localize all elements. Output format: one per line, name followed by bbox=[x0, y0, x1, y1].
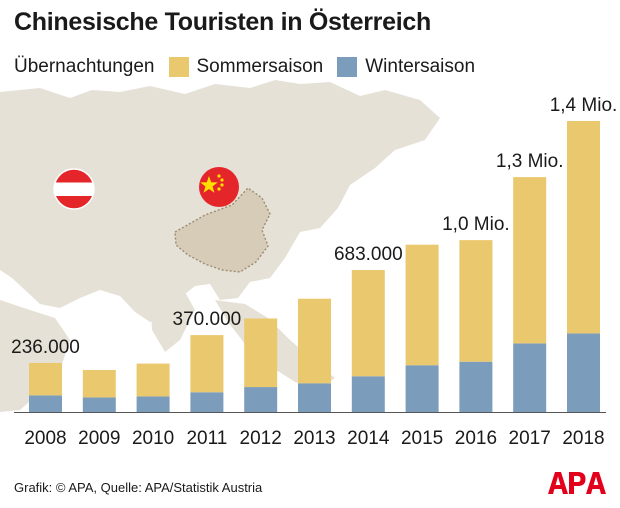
legend-label: Übernachtungen bbox=[14, 56, 155, 77]
data-label-2016: 1,0 Mio. bbox=[442, 214, 510, 235]
x-tick-label-2018: 2018 bbox=[562, 428, 604, 449]
x-tick-label-2015: 2015 bbox=[401, 428, 443, 449]
chart-title: Chinesische Touristen in Österreich bbox=[14, 8, 431, 36]
x-tick-label-2011: 2011 bbox=[186, 428, 227, 449]
bar-winter-2015 bbox=[405, 365, 439, 412]
data-labels-layer: 236.000 370.000 683.000 1,0 Mio. 1,3 Mio. 1,4… bbox=[11, 95, 617, 358]
india-landmass bbox=[150, 290, 195, 352]
bar-winter-2010 bbox=[136, 396, 170, 412]
bar-summer-2010 bbox=[136, 363, 170, 397]
china-country-outline bbox=[174, 187, 271, 273]
x-axis: 2008 2009 2010 2011 2012 2013 2014 2015 2016 2017… bbox=[14, 412, 606, 449]
bar-summer-2014 bbox=[351, 270, 385, 377]
x-tick-label-2008: 2008 bbox=[24, 428, 66, 449]
bar-winter-2018 bbox=[567, 333, 600, 412]
bar-summer-2015 bbox=[405, 244, 439, 366]
legend-winter-label: Wintersaison bbox=[365, 56, 476, 77]
legend: Übernachtungen Sommersaison Wintersaison bbox=[14, 56, 475, 78]
africa-landmass bbox=[0, 300, 70, 412]
source-footer: Grafik: © APA, Quelle: APA/Statistik Aus… bbox=[14, 480, 263, 495]
x-tick-label-2013: 2013 bbox=[293, 428, 335, 449]
bar-winter-2012 bbox=[244, 387, 278, 412]
bar-summer-2017 bbox=[513, 177, 547, 344]
bar-winter-2016 bbox=[459, 361, 493, 412]
data-label-2011: 370.000 bbox=[173, 309, 242, 330]
bar-summer-2011 bbox=[190, 335, 224, 393]
data-label-2017: 1,3 Mio. bbox=[496, 151, 564, 172]
x-tick-label-2016: 2016 bbox=[455, 428, 497, 449]
bar-summer-2012 bbox=[244, 318, 278, 388]
austria-flag-icon bbox=[53, 168, 95, 210]
x-tick-label-2009: 2009 bbox=[78, 428, 120, 449]
china-country-shape bbox=[175, 188, 270, 272]
bar-winter-2017 bbox=[513, 343, 547, 412]
bar-winter-2014 bbox=[351, 376, 385, 412]
legend-swatch-winter bbox=[337, 57, 358, 77]
bar-summer-2013 bbox=[298, 298, 331, 384]
apa-logo-mark bbox=[548, 472, 606, 494]
bars-layer bbox=[29, 121, 600, 412]
data-label-2008: 236.000 bbox=[11, 337, 80, 358]
apa-logo bbox=[548, 472, 606, 494]
bar-winter-2011 bbox=[190, 392, 224, 412]
bar-summer-2008 bbox=[29, 362, 62, 396]
legend-summer-label: Sommersaison bbox=[196, 56, 324, 77]
x-tick-label-2014: 2014 bbox=[347, 428, 390, 449]
bar-summer-2016 bbox=[459, 240, 493, 362]
china-flag-icon bbox=[199, 167, 239, 207]
bar-summer-2009 bbox=[82, 370, 116, 398]
legend-swatch-summer bbox=[168, 57, 189, 77]
x-tick-label-2010: 2010 bbox=[132, 428, 174, 449]
bar-winter-2013 bbox=[298, 383, 331, 412]
bar-winter-2009 bbox=[82, 397, 116, 412]
data-label-2018: 1,4 Mio. bbox=[550, 95, 618, 116]
data-label-2014: 683.000 bbox=[334, 244, 403, 265]
bar-winter-2008 bbox=[29, 395, 62, 412]
x-tick-label-2017: 2017 bbox=[509, 428, 551, 449]
bar-summer-2018 bbox=[567, 121, 600, 334]
x-tick-label-2012: 2012 bbox=[240, 428, 282, 449]
